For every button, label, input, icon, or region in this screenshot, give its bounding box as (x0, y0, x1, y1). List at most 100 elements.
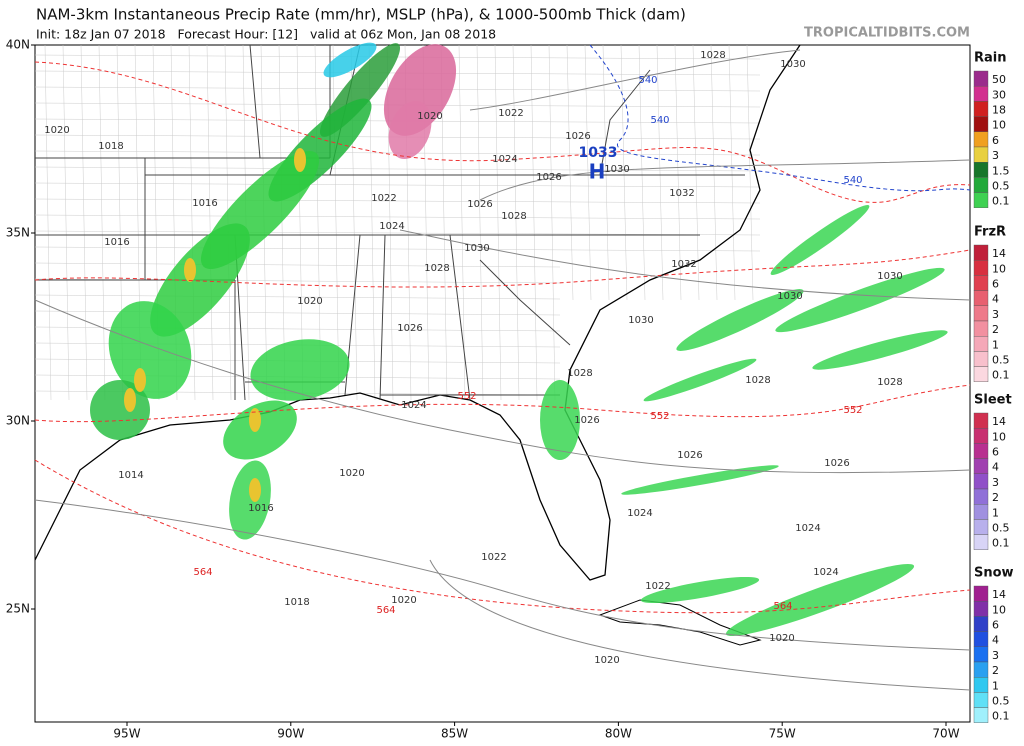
thickness-label: 552 (843, 405, 862, 416)
isobar-label: 1020 (339, 468, 364, 479)
legend-label: 3 (992, 649, 999, 662)
legend-swatch (973, 305, 989, 322)
legend-swatch (973, 116, 989, 132)
lat-label: 40N (6, 38, 30, 52)
isobar-label: 1028 (877, 377, 902, 388)
thickness-label: 564 (773, 601, 792, 612)
isobar-label: 1022 (481, 552, 506, 563)
isobar-label: 1026 (824, 458, 849, 469)
legend-title: Snow (974, 566, 1014, 581)
lat-label: 25N (6, 602, 30, 616)
thickness-label: 552 (650, 411, 669, 422)
isobar-label: 1022 (371, 193, 396, 204)
legend-label: 14 (992, 588, 1006, 601)
legend-swatch (973, 661, 989, 678)
isobar (399, 229, 971, 301)
legend-label: 1.5 (992, 164, 1010, 177)
isobar-label: 1028 (424, 263, 449, 274)
isobar-label: 1026 (677, 450, 702, 461)
legend-swatch (973, 131, 989, 148)
isobar-label: 1030 (777, 291, 802, 302)
thickness-line (34, 459, 971, 614)
legend-swatch (973, 504, 989, 520)
legend-swatch (973, 85, 989, 102)
legend-swatch (973, 443, 989, 459)
isobar-label: 1026 (574, 415, 599, 426)
precip-area (725, 563, 915, 637)
isobar-label: 1026 (397, 323, 422, 334)
legend-title: Rain (974, 51, 1007, 66)
legend-label: 10 (992, 119, 1006, 132)
precip-heavy (134, 368, 146, 392)
isobar-label: 1016 (192, 198, 217, 209)
lon-label: 95W (113, 727, 140, 741)
legend-label: 0.5 (992, 354, 1010, 367)
legend-swatch (973, 646, 989, 663)
isobar-label: 1024 (492, 154, 517, 165)
legend-swatch (973, 412, 989, 429)
thickness-line (34, 61, 971, 203)
legend-swatch (973, 70, 989, 87)
isobar-label: 1026 (565, 131, 590, 142)
isobar-label: 1016 (248, 503, 273, 514)
legend-label: 10 (992, 262, 1006, 275)
legend-label: 14 (992, 247, 1006, 260)
isobar-label: 1020 (594, 655, 619, 666)
legend-label: 1 (992, 338, 999, 351)
legend: Rain50301810631.50.50.1FrzR1410643210.50… (973, 51, 1014, 723)
isobar-label: 1016 (104, 237, 129, 248)
precip-area (540, 380, 580, 460)
map: 1028 1030 1020 1018 1022 1020 1024 1026 1030 1026… (34, 42, 971, 723)
isobar-label: 1026 (467, 199, 492, 210)
thickness-label: 564 (376, 605, 395, 616)
legend-label: 4 (992, 634, 999, 647)
legend-label: 6 (992, 278, 999, 291)
axes: 40N 35N 30N 25N 95W 90W 85W 80W 75W 70W (6, 38, 960, 741)
legend-label: 6 (992, 134, 999, 147)
isobar (429, 559, 971, 691)
legend-swatch (973, 275, 989, 291)
high-pressure-marker: H (589, 160, 606, 184)
isobar-label: 1024 (379, 221, 404, 232)
legend-label: 0.1 (992, 537, 1010, 550)
cold-thickness-label: 540 (843, 175, 862, 186)
isobar-label: 1030 (604, 164, 629, 175)
legend-label: 10 (992, 430, 1006, 443)
legend-label: 3 (992, 149, 999, 162)
legend-swatch (973, 631, 989, 647)
precip-area (323, 42, 377, 78)
precip-area (229, 460, 271, 540)
legend-swatch (973, 260, 989, 276)
isobar-label: 1022 (645, 581, 670, 592)
isobar-label: 1020 (769, 633, 794, 644)
precip-area (643, 358, 757, 402)
legend-swatch (973, 366, 989, 383)
legend-label: 0.5 (992, 695, 1010, 708)
precip-heavy (294, 148, 306, 172)
precip-area (770, 204, 870, 276)
legend-label: 0.1 (992, 195, 1010, 208)
legend-label: 50 (992, 73, 1006, 86)
lon-label: 90W (277, 727, 304, 741)
isobar-label: 1014 (118, 470, 143, 481)
legend-label: 18 (992, 104, 1006, 117)
legend-swatch (973, 585, 989, 602)
isobar-label: 1024 (813, 567, 838, 578)
legend-label: 4 (992, 293, 999, 306)
isobar-label: 1018 (284, 597, 309, 608)
legend-swatch (973, 707, 989, 723)
isobar-label: 1030 (780, 59, 805, 70)
isobar-label: 1030 (464, 243, 489, 254)
isobar-label: 1030 (877, 271, 902, 282)
isobar-label: 1024 (795, 523, 820, 534)
legend-label: 1 (992, 679, 999, 692)
legend-label: 3 (992, 308, 999, 321)
precip-area (640, 576, 760, 604)
lon-label: 70W (932, 727, 959, 741)
isobar-label: 1026 (536, 172, 561, 183)
isobar-label: 1032 (671, 259, 696, 270)
legend-label: 2 (992, 664, 999, 677)
isobar-label: 1020 (297, 296, 322, 307)
legend-swatch (973, 320, 989, 337)
isobar-label: 1018 (98, 141, 123, 152)
